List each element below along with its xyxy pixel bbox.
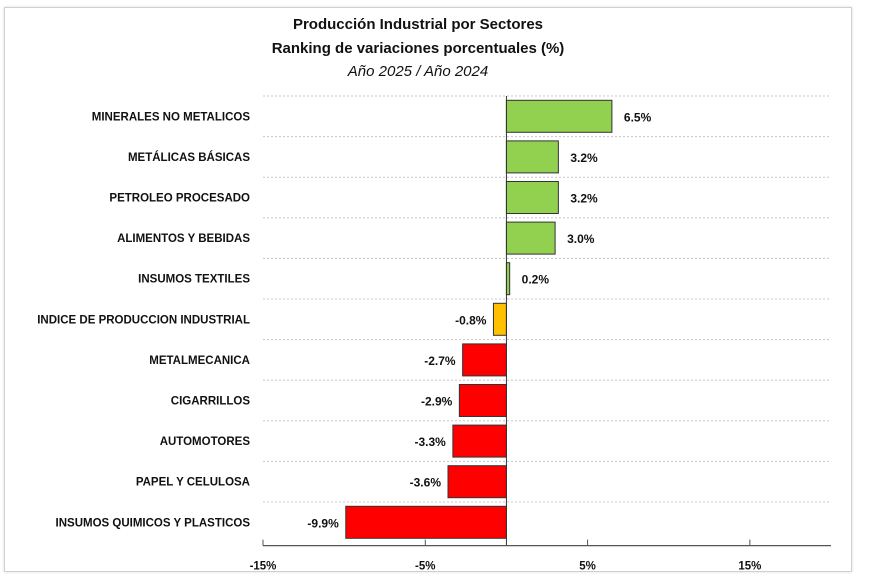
category-label: PAPEL Y CELULOSA — [136, 477, 250, 489]
chart-subtitle: Ranking de variaciones porcentuales (%) — [271, 40, 565, 57]
data-label: 6.5% — [624, 110, 652, 124]
bar — [492, 302, 507, 336]
category-label: PETROLEO PROCESADO — [109, 193, 250, 205]
bar — [505, 140, 559, 174]
bar — [505, 221, 556, 255]
data-label: -0.8% — [455, 313, 487, 327]
data-label: 3.0% — [567, 232, 595, 246]
category-label: METÁLICAS BÁSICAS — [128, 151, 250, 164]
category-label: ALIMENTOS Y BEBIDAS — [117, 233, 250, 245]
bar — [447, 465, 507, 499]
data-label: -3.6% — [410, 476, 442, 490]
x-tick-label: 15% — [738, 561, 761, 573]
x-tick-label: -5% — [415, 561, 435, 573]
bar — [505, 181, 559, 214]
x-tick-label: 5% — [579, 561, 596, 573]
bar — [452, 424, 507, 458]
category-label: INSUMOS TEXTILES — [138, 274, 250, 286]
data-label: -3.3% — [415, 435, 447, 449]
bar — [345, 505, 507, 539]
x-tick-label: -15% — [250, 561, 277, 573]
data-label: -2.7% — [424, 354, 456, 368]
data-label: 0.2% — [522, 273, 550, 287]
data-label: 3.2% — [570, 151, 598, 165]
bar — [505, 99, 613, 133]
chart-title: Producción Industrial por Sectores — [292, 16, 544, 33]
category-label: INDICE DE PRODUCCION INDUSTRIAL — [37, 314, 250, 326]
category-label: MINERALES NO METALICOS — [92, 111, 251, 123]
chart-subtitle-years: Año 2025 / Año 2024 — [347, 63, 489, 80]
category-label: CIGARRILLOS — [171, 396, 251, 408]
category-label: AUTOMOTORES — [160, 436, 251, 448]
category-label: INSUMOS QUIMICOS Y PLASTICOS — [56, 517, 251, 529]
data-label: 3.2% — [570, 192, 598, 206]
data-label: -9.9% — [307, 516, 339, 530]
bar — [458, 384, 507, 417]
chart-frame — [4, 7, 852, 572]
data-label: -2.9% — [421, 395, 453, 409]
category-label: METALMECANICA — [149, 355, 250, 367]
bar — [462, 343, 507, 377]
